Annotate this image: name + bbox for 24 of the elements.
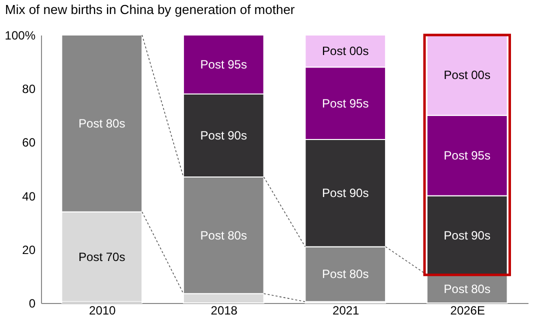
text: Post 80s (200, 228, 247, 242)
x-tick-label: 2021 (332, 304, 360, 318)
y-tick-label: 100% (4, 28, 36, 42)
text: Post 80s (78, 116, 126, 130)
y-tick-label: 40 (22, 189, 36, 204)
x-tick-label: 2018 (210, 304, 238, 318)
text: Post 90s (444, 228, 490, 242)
y-tick-label: 60 (22, 136, 36, 150)
text: Post 80s (322, 267, 369, 282)
y-tick-label: 0 (28, 296, 36, 310)
series-label: Post 80s (444, 282, 490, 296)
x-tick-label: 2026E (450, 304, 485, 318)
series-label: Post 90s (322, 186, 369, 200)
series-label: Post 00s (322, 44, 369, 58)
chart-title: Mix of new births in China by generation of mother (5, 2, 296, 17)
text: Post 95s (200, 57, 247, 72)
y-tick-label: 80 (22, 82, 36, 96)
y-tick-label: 20 (22, 242, 36, 257)
text: Post 00s (444, 68, 490, 82)
text: Post 90s (200, 128, 247, 142)
x-tick-label: 2010 (89, 304, 116, 318)
text: Post 95s (444, 148, 490, 163)
series-label: Post 95s (322, 96, 369, 110)
series-label: Post 70s (78, 250, 126, 264)
